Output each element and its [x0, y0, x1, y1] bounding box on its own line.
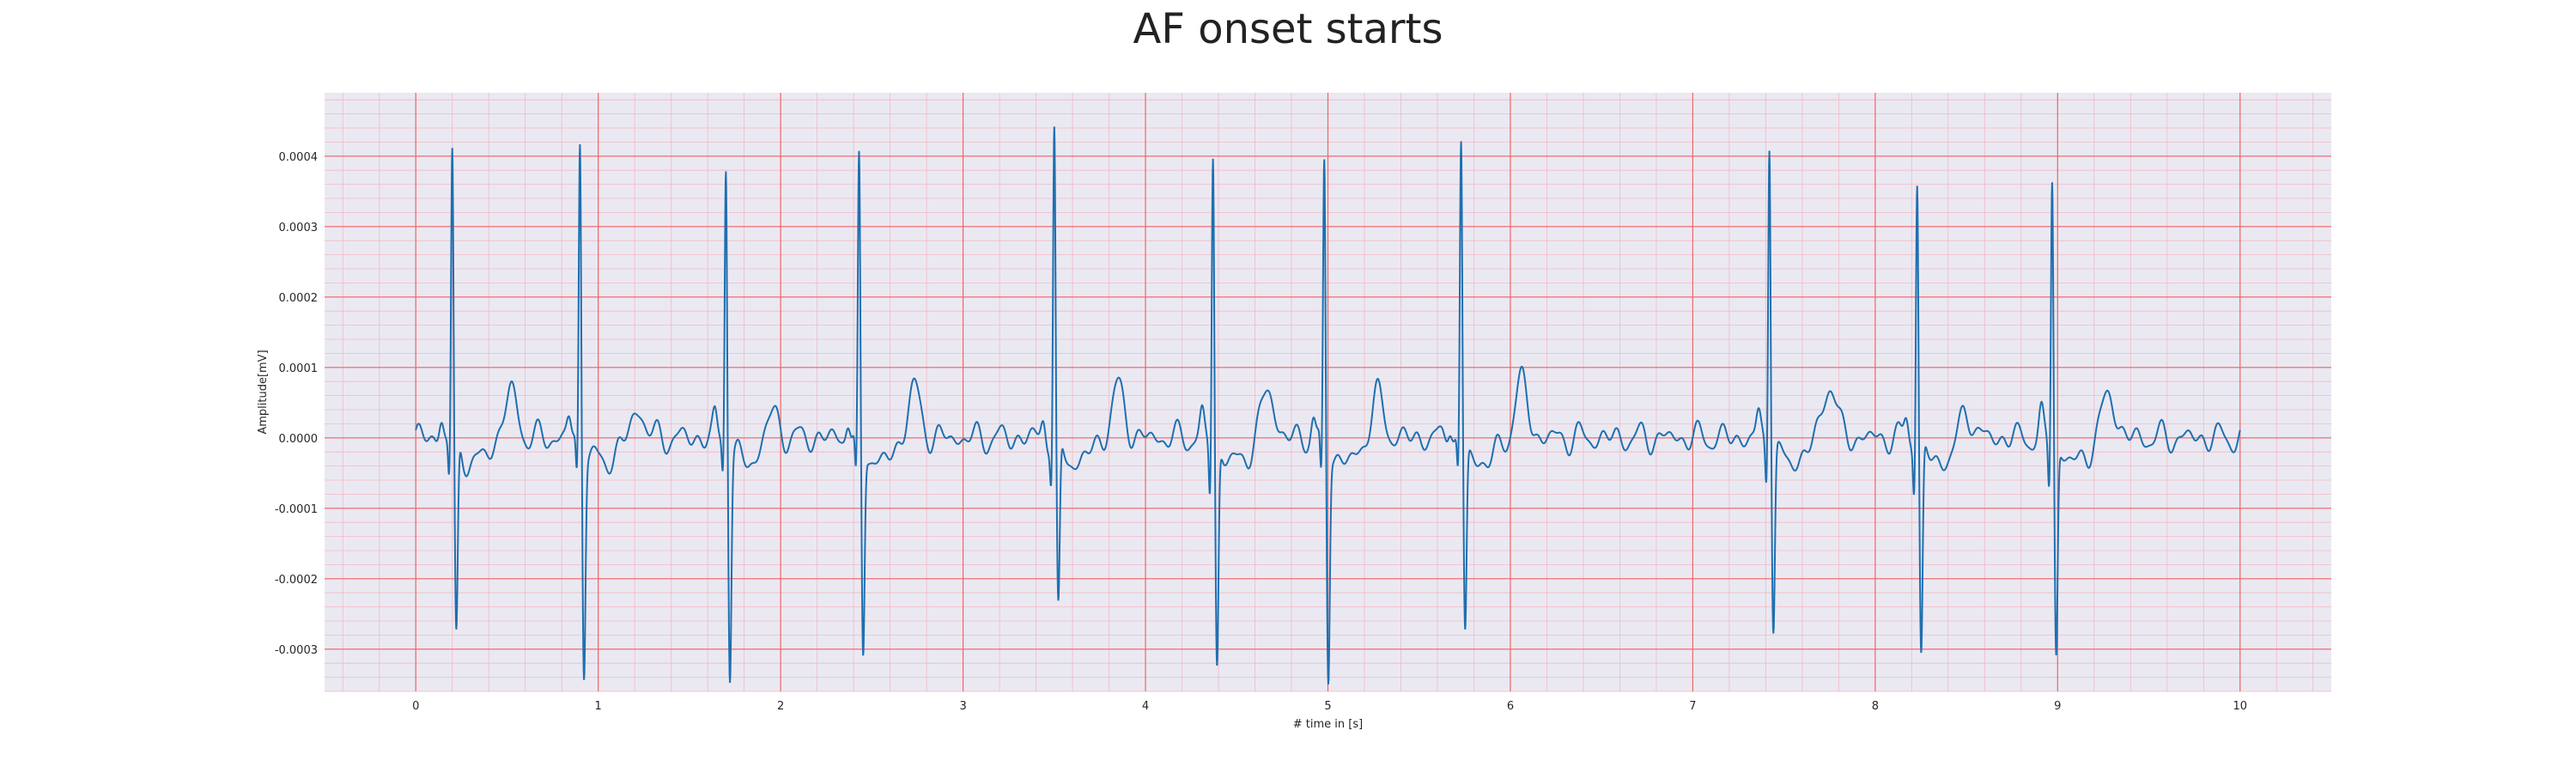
x-tick-label: 9	[2054, 700, 2061, 713]
y-tick-label: -0.0001	[275, 503, 318, 516]
x-tick-label: 4	[1142, 700, 1149, 713]
x-tick-label: 7	[1689, 700, 1696, 713]
x-tick-label: 6	[1507, 700, 1514, 713]
x-tick-label: 10	[2233, 700, 2247, 713]
y-tick-label: -0.0002	[275, 574, 318, 587]
chart-title: AF onset starts	[1133, 5, 1443, 53]
y-tick-label: 0.0001	[279, 362, 319, 375]
x-tick-label: 1	[595, 700, 602, 713]
y-tick-label: -0.0003	[275, 644, 318, 657]
y-tick-label: 0.0000	[279, 433, 319, 446]
y-axis-label: Amplitude[mV]	[257, 350, 270, 434]
y-tick-label: 0.0004	[279, 151, 319, 164]
y-tick-label: 0.0003	[279, 222, 319, 234]
y-tick-label: 0.0002	[279, 292, 319, 305]
x-axis-label: # time in [s]	[1293, 718, 1363, 731]
y-axis-ticks: -0.0003 -0.0002 -0.0001 0.0000 0.0001 0.0002 0…	[275, 151, 318, 657]
x-axis-ticks: 0 1 2 3 4 5 6 7 8 9 10	[412, 700, 2247, 713]
x-tick-label: 2	[777, 700, 784, 713]
x-tick-label: 3	[959, 700, 966, 713]
series-line	[415, 126, 2241, 685]
x-tick-label: 5	[1324, 700, 1331, 713]
x-tick-label: 0	[412, 700, 419, 713]
x-tick-label: 8	[1872, 700, 1879, 713]
major-grid	[325, 93, 2331, 691]
